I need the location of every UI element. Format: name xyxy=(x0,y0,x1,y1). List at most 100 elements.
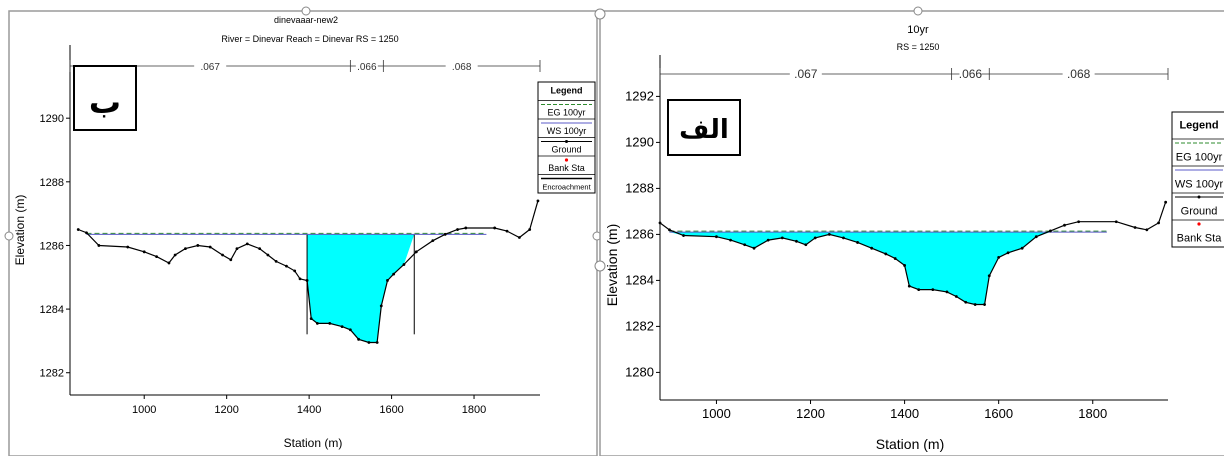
manning-label-bg xyxy=(959,66,982,80)
y-tick-label: 1282 xyxy=(625,318,654,333)
ground-point xyxy=(258,247,262,251)
x-tick-label: 1400 xyxy=(297,404,321,416)
ground-point xyxy=(907,284,911,288)
ground-point xyxy=(142,250,146,254)
manning-label-bg xyxy=(1062,66,1095,80)
y-tick-label: 1292 xyxy=(625,88,654,103)
ground-point xyxy=(221,253,224,257)
manning-n-label: .068 xyxy=(452,62,472,73)
ground-point xyxy=(229,258,233,262)
y-tick-label: 1284 xyxy=(40,304,64,316)
ground-point xyxy=(1157,221,1160,225)
legend-title: Legend xyxy=(1179,120,1218,132)
ground-point xyxy=(893,257,897,260)
chart-title: dinevaaar-new2 xyxy=(274,15,338,25)
legend-swatch-ground-point xyxy=(565,140,568,143)
x-tick-label: 1800 xyxy=(1078,406,1107,421)
ground-point xyxy=(97,244,101,247)
legend-item: Encroachment xyxy=(542,182,591,191)
ground-point xyxy=(293,269,297,273)
y-tick-label: 1284 xyxy=(625,272,654,287)
ground-point xyxy=(464,226,468,230)
x-tick-label: 1200 xyxy=(214,404,238,416)
legend-item: Bank Sta xyxy=(548,163,585,173)
ground-point xyxy=(780,236,784,240)
legend: Legend EG 100yr WS 100yr Ground Bank Sta Encr… xyxy=(537,81,596,194)
ground-line xyxy=(77,200,539,344)
ground-point xyxy=(1164,200,1168,204)
x-tick-label: 1600 xyxy=(379,404,403,416)
x-axis-label: Station (m) xyxy=(876,436,944,452)
legend-swatch-bank xyxy=(564,158,569,162)
panel-label: الف xyxy=(679,114,729,144)
ground-point xyxy=(903,264,906,267)
legend-item: EG 100yr xyxy=(547,107,585,117)
x-tick-label: 1400 xyxy=(890,406,919,421)
ground-point xyxy=(856,241,859,244)
ground-point xyxy=(328,322,332,325)
legend-swatch-ground-point xyxy=(1197,195,1201,199)
ground-point xyxy=(917,288,921,291)
ground-point xyxy=(743,243,747,247)
ground-point xyxy=(431,239,435,243)
y-tick-label: 1282 xyxy=(40,368,64,380)
manning-label-bg xyxy=(445,58,478,72)
y-tick-label: 1286 xyxy=(625,226,654,241)
legend-item: WS 100yr xyxy=(1175,179,1224,191)
ground-point xyxy=(528,228,532,231)
ground-point xyxy=(973,303,977,306)
ground-point xyxy=(983,303,986,306)
ground-point xyxy=(658,221,662,225)
ground-point xyxy=(997,256,1001,259)
panel-label-box: ب xyxy=(73,65,137,131)
manning-n-label: .067 xyxy=(794,67,818,81)
ground-point xyxy=(1020,246,1024,250)
ground-point xyxy=(668,228,671,232)
legend-item: EG 100yr xyxy=(1176,152,1223,164)
y-axis-label: Elevation (m) xyxy=(604,224,620,306)
legend-item: Bank Sta xyxy=(1177,233,1223,245)
x-tick-label: 1200 xyxy=(796,406,825,421)
x-axis-label: Station (m) xyxy=(284,436,343,450)
ground-line xyxy=(659,202,1167,306)
ground-point xyxy=(208,245,212,249)
ground-point xyxy=(536,199,540,203)
x-tick-label: 1000 xyxy=(132,404,156,416)
ground-point xyxy=(309,317,313,321)
ground-point xyxy=(987,274,991,278)
plot-area: 1000 1200 1400 1600 1800 1282 1284 1286 1288 1290… xyxy=(40,45,541,416)
ground-point xyxy=(1034,235,1038,239)
chart-subtitle: RS = 1250 xyxy=(897,42,940,52)
ground-point xyxy=(245,242,249,246)
chart-subtitle: River = Dinevar Reach = Dinevar RS = 125… xyxy=(221,34,398,44)
y-tick-label: 1290 xyxy=(40,113,64,125)
ground-point xyxy=(285,264,288,268)
ground-point xyxy=(340,325,344,328)
y-tick-label: 1288 xyxy=(625,180,654,195)
ground-point xyxy=(173,253,177,257)
manning-n-label: .068 xyxy=(1067,67,1091,81)
ground-point xyxy=(274,259,278,263)
water-area xyxy=(660,232,1166,305)
ground-point xyxy=(766,238,770,242)
panel-label-box: الف xyxy=(667,99,741,156)
ground-point xyxy=(505,229,509,233)
x-tick-label: 1800 xyxy=(462,404,486,416)
ground-point xyxy=(367,341,371,344)
ground-point xyxy=(386,279,389,282)
manning-label-bg xyxy=(789,66,822,80)
legend-item: Ground xyxy=(551,144,581,154)
ground-point xyxy=(804,243,808,247)
panel-b: dinevaaar-new2 River = Dinevar Reach = D… xyxy=(13,15,596,450)
ground-point xyxy=(392,272,396,276)
ground-point xyxy=(1133,226,1137,229)
ground-point xyxy=(184,247,187,251)
manning-n-label: .066 xyxy=(357,62,377,73)
ground-point xyxy=(1049,229,1052,233)
manning-n-label: .066 xyxy=(959,67,983,81)
ground-point xyxy=(235,247,239,251)
ground-point xyxy=(752,246,756,250)
y-axis-label: Elevation (m) xyxy=(13,195,27,266)
ground-point xyxy=(379,304,383,308)
